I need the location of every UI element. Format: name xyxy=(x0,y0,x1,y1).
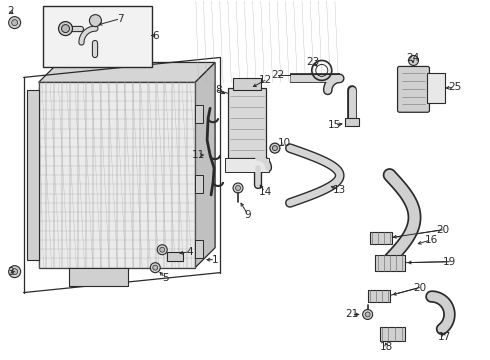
Text: 8: 8 xyxy=(215,85,221,95)
Circle shape xyxy=(409,55,418,66)
Circle shape xyxy=(90,15,101,27)
Text: 5: 5 xyxy=(162,273,169,283)
Text: 23: 23 xyxy=(306,58,319,67)
Text: 24: 24 xyxy=(406,54,419,63)
Bar xyxy=(228,88,266,158)
Text: 2: 2 xyxy=(7,6,14,15)
Circle shape xyxy=(363,310,372,319)
Circle shape xyxy=(270,143,280,153)
Text: 13: 13 xyxy=(333,185,346,195)
Text: 20: 20 xyxy=(413,283,426,293)
Text: 4: 4 xyxy=(187,247,194,257)
FancyBboxPatch shape xyxy=(397,67,429,112)
Bar xyxy=(225,158,269,172)
Bar xyxy=(380,328,405,341)
Polygon shape xyxy=(39,82,195,268)
Text: 9: 9 xyxy=(245,210,251,220)
Text: 14: 14 xyxy=(258,187,271,197)
Text: 3: 3 xyxy=(7,267,14,276)
Text: 21: 21 xyxy=(345,310,358,319)
Bar xyxy=(427,73,445,103)
Text: 11: 11 xyxy=(192,150,205,160)
Circle shape xyxy=(12,20,18,26)
Text: 19: 19 xyxy=(443,257,456,267)
Circle shape xyxy=(160,247,165,252)
Circle shape xyxy=(9,266,21,278)
Text: 16: 16 xyxy=(425,235,438,245)
Text: 6: 6 xyxy=(152,31,159,41)
Polygon shape xyxy=(69,268,128,285)
Text: 1: 1 xyxy=(212,255,219,265)
Circle shape xyxy=(150,263,160,273)
Text: 10: 10 xyxy=(277,138,291,148)
Text: 12: 12 xyxy=(258,75,271,85)
Bar xyxy=(369,232,392,244)
Bar xyxy=(43,6,152,67)
Text: 17: 17 xyxy=(438,332,451,342)
Circle shape xyxy=(153,265,158,270)
Text: 18: 18 xyxy=(380,342,393,352)
Text: 15: 15 xyxy=(328,120,342,130)
Circle shape xyxy=(9,17,21,28)
Bar xyxy=(368,289,390,302)
Text: 22: 22 xyxy=(271,71,285,80)
Polygon shape xyxy=(39,62,215,82)
Circle shape xyxy=(12,269,18,275)
Circle shape xyxy=(272,146,277,150)
Circle shape xyxy=(233,183,243,193)
Circle shape xyxy=(62,24,70,32)
Bar xyxy=(345,118,359,126)
Polygon shape xyxy=(195,105,203,123)
Polygon shape xyxy=(195,175,203,193)
Text: 25: 25 xyxy=(448,82,461,93)
Polygon shape xyxy=(195,240,203,258)
Circle shape xyxy=(236,185,241,190)
Polygon shape xyxy=(26,90,39,260)
Circle shape xyxy=(58,22,73,36)
Text: 7: 7 xyxy=(117,14,123,24)
Circle shape xyxy=(157,245,167,255)
Polygon shape xyxy=(195,62,215,268)
Bar xyxy=(233,78,261,90)
Text: 20: 20 xyxy=(436,225,449,235)
Bar xyxy=(375,255,405,271)
Bar xyxy=(167,252,183,261)
Circle shape xyxy=(365,312,370,317)
